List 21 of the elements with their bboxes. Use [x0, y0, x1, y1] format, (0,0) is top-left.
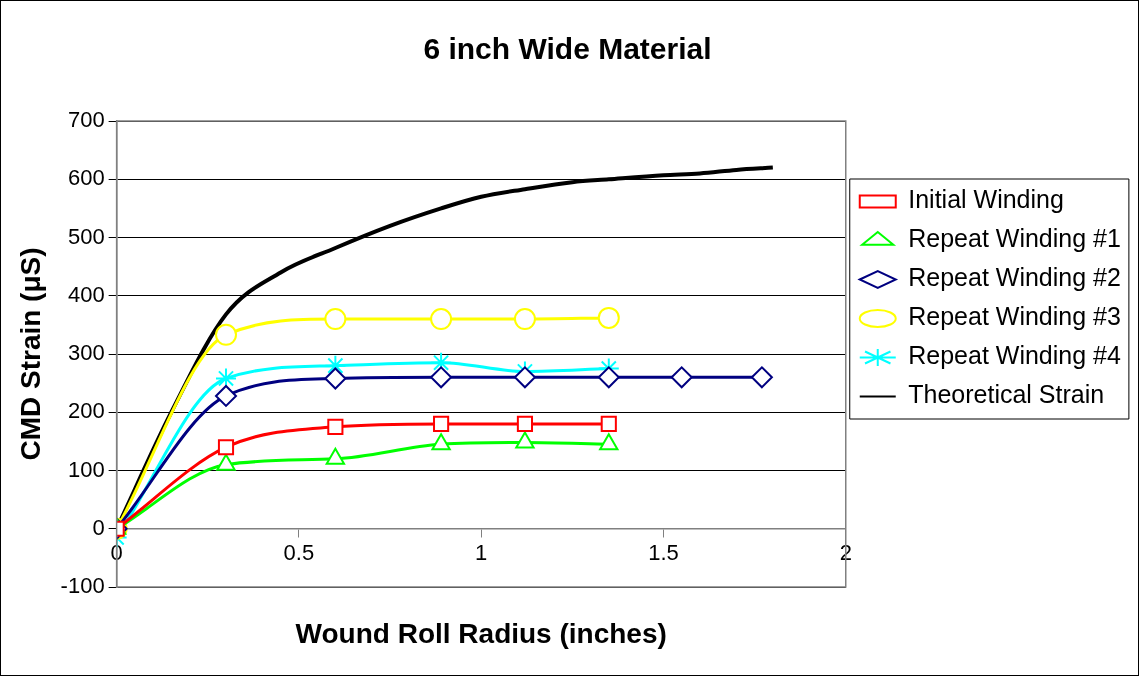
- y-tick-label: 300: [67, 340, 105, 366]
- legend-label: Repeat Winding #2: [908, 263, 1121, 292]
- legend-label: Repeat Winding #1: [908, 224, 1121, 253]
- legend-label: Initial Winding: [908, 185, 1064, 214]
- x-tick-label: 0.5: [283, 540, 315, 566]
- y-tick-label: 500: [67, 223, 105, 249]
- legend-label: Repeat Winding #4: [908, 341, 1121, 370]
- y-tick-label: 100: [67, 456, 105, 482]
- y-axis-title: CMD Strain (μS): [14, 247, 46, 461]
- y-tick-label: 600: [67, 165, 105, 191]
- legend-label: Repeat Winding #3: [908, 302, 1121, 331]
- x-tick-label: 1: [475, 540, 488, 566]
- legend-label: Theoretical Strain: [908, 380, 1105, 409]
- x-tick-label: 1.5: [648, 540, 679, 566]
- y-tick-label: -100: [60, 573, 105, 599]
- y-tick-label: 700: [67, 107, 105, 133]
- x-axis-title: Wound Roll Radius (inches): [295, 617, 667, 649]
- y-tick-label: 400: [67, 281, 105, 307]
- chart-title: 6 inch Wide Material: [423, 32, 712, 66]
- y-tick-label: 200: [67, 398, 105, 424]
- y-tick-label: 0: [92, 514, 105, 540]
